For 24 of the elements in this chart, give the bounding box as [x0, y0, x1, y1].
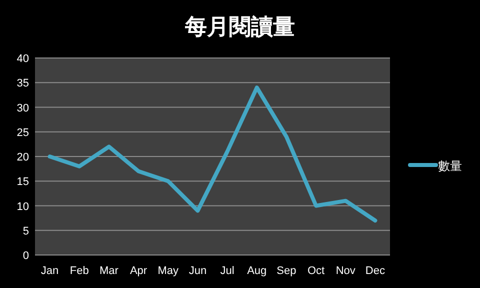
x-tick-label: Jun: [188, 265, 207, 277]
x-tick-label: Mar: [99, 265, 119, 277]
x-tick-label: Feb: [70, 265, 89, 277]
y-tick-label: 30: [16, 102, 29, 114]
x-tick-label: Jan: [40, 265, 59, 277]
x-tick-label: Oct: [307, 265, 325, 277]
x-tick-label: Aug: [247, 265, 267, 277]
y-tick-label: 35: [16, 78, 29, 90]
x-tick-label: Dec: [365, 265, 386, 277]
y-tick-label: 10: [16, 200, 29, 213]
x-tick-label: Nov: [336, 265, 356, 277]
x-tick-label: Sep: [276, 265, 296, 277]
y-tick-label: 20: [16, 152, 29, 164]
chart-title: 每月閱讀量: [184, 14, 295, 39]
y-tick-label: 40: [16, 53, 29, 65]
y-tick-label: 25: [16, 126, 29, 139]
line-series: [48, 86, 378, 223]
y-tick-label: 5: [22, 225, 29, 238]
x-tick-label: May: [158, 265, 180, 277]
legend-label: 數量: [438, 159, 462, 173]
x-tick-label: Apr: [130, 265, 148, 277]
y-tick-label: 0: [22, 250, 29, 262]
y-tick-label: 15: [16, 176, 29, 188]
x-tick-label: Jul: [220, 265, 234, 277]
